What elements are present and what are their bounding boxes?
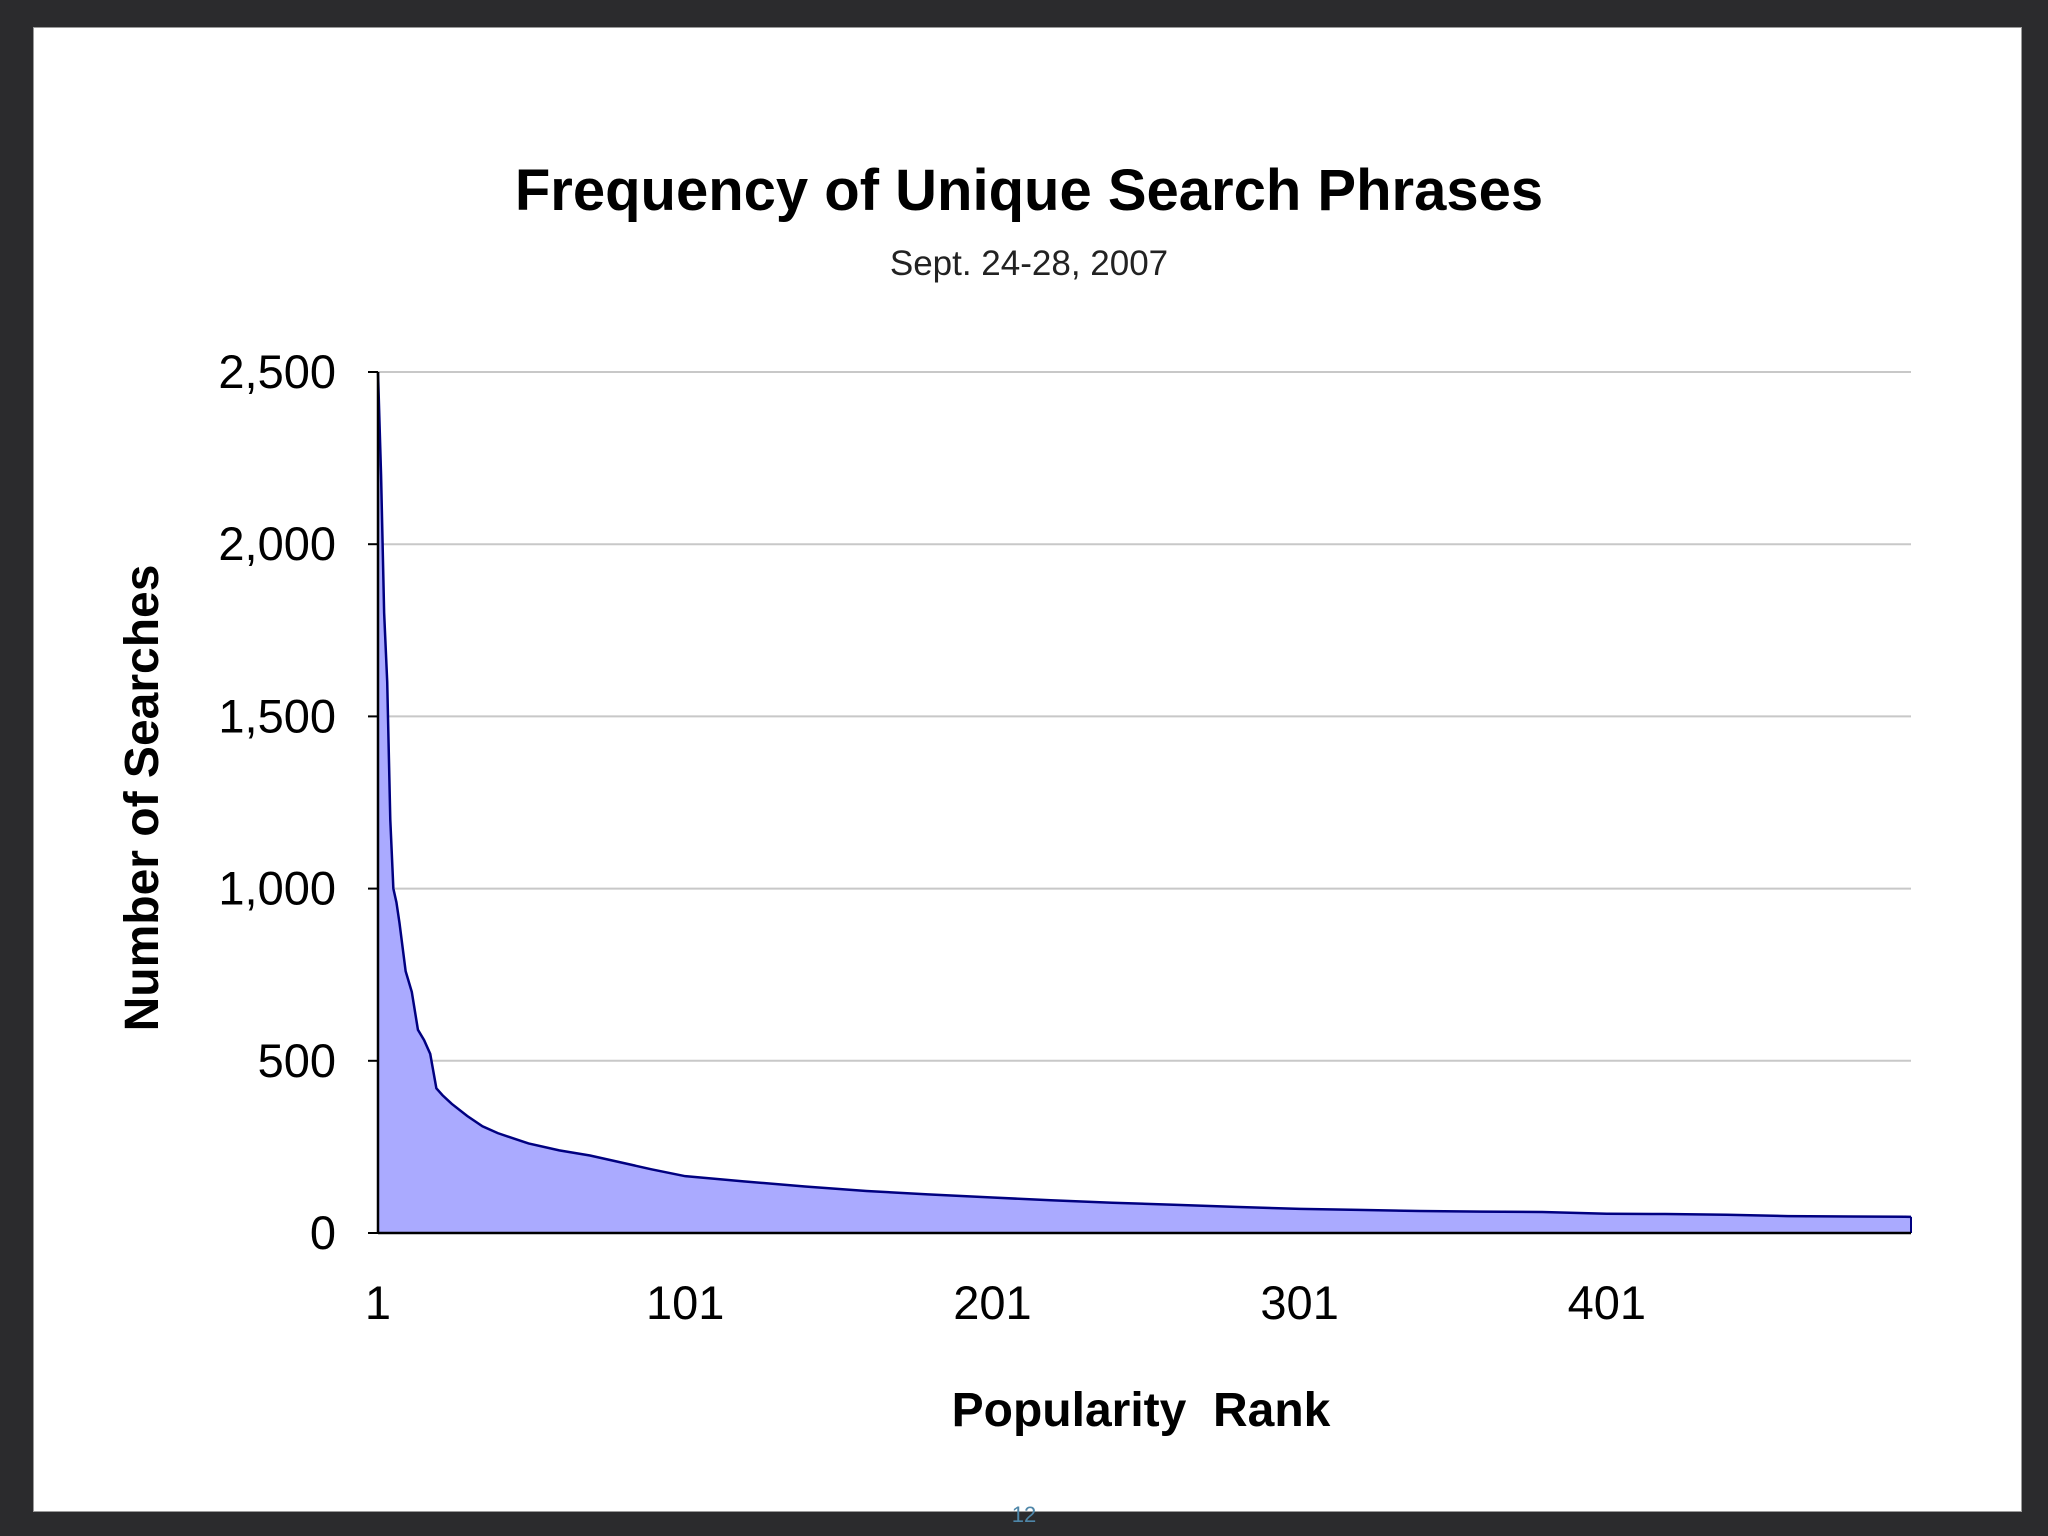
x-tick-labels: 1 101 201 301 401 bbox=[365, 1276, 1646, 1329]
axes bbox=[368, 371, 1911, 1235]
x-tick-label: 401 bbox=[1568, 1276, 1646, 1329]
y-tick-labels: 0 500 1,000 1,500 2,000 2,500 bbox=[218, 345, 336, 1259]
y-tick-label: 1,000 bbox=[218, 862, 336, 915]
x-tick-label: 301 bbox=[1260, 1276, 1338, 1329]
x-tick-label: 201 bbox=[953, 1276, 1031, 1329]
y-axis-label: Number of Searches bbox=[116, 565, 169, 1032]
y-tick-label: 500 bbox=[258, 1034, 336, 1087]
chart-subtitle: Sept. 24-28, 2007 bbox=[890, 244, 1168, 283]
area-series bbox=[376, 371, 1912, 1233]
area-fill bbox=[378, 372, 1911, 1233]
y-tick-label: 2,500 bbox=[218, 345, 336, 398]
x-tick-label: 1 bbox=[365, 1276, 391, 1329]
area-line bbox=[376, 371, 1912, 1219]
x-axis-label: Popularity Rank bbox=[952, 1384, 1331, 1437]
chart: Frequency of Unique Search Phrases Sept.… bbox=[116, 158, 1912, 1437]
page-number: 12 bbox=[1011, 1502, 1037, 1527]
y-tick-label: 1,500 bbox=[218, 689, 336, 742]
y-tick-label: 0 bbox=[310, 1206, 336, 1259]
x-tick-label: 101 bbox=[646, 1276, 724, 1329]
y-tick-label: 2,000 bbox=[218, 517, 336, 570]
gridlines bbox=[378, 371, 1911, 1062]
chart-panel: Frequency of Unique Search Phrases Sept.… bbox=[33, 27, 2022, 1512]
chart-title: Frequency of Unique Search Phrases bbox=[515, 158, 1543, 223]
